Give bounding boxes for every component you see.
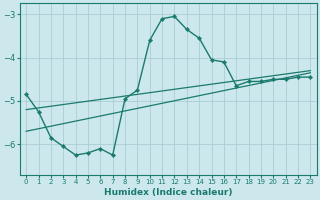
X-axis label: Humidex (Indice chaleur): Humidex (Indice chaleur) xyxy=(104,188,233,197)
